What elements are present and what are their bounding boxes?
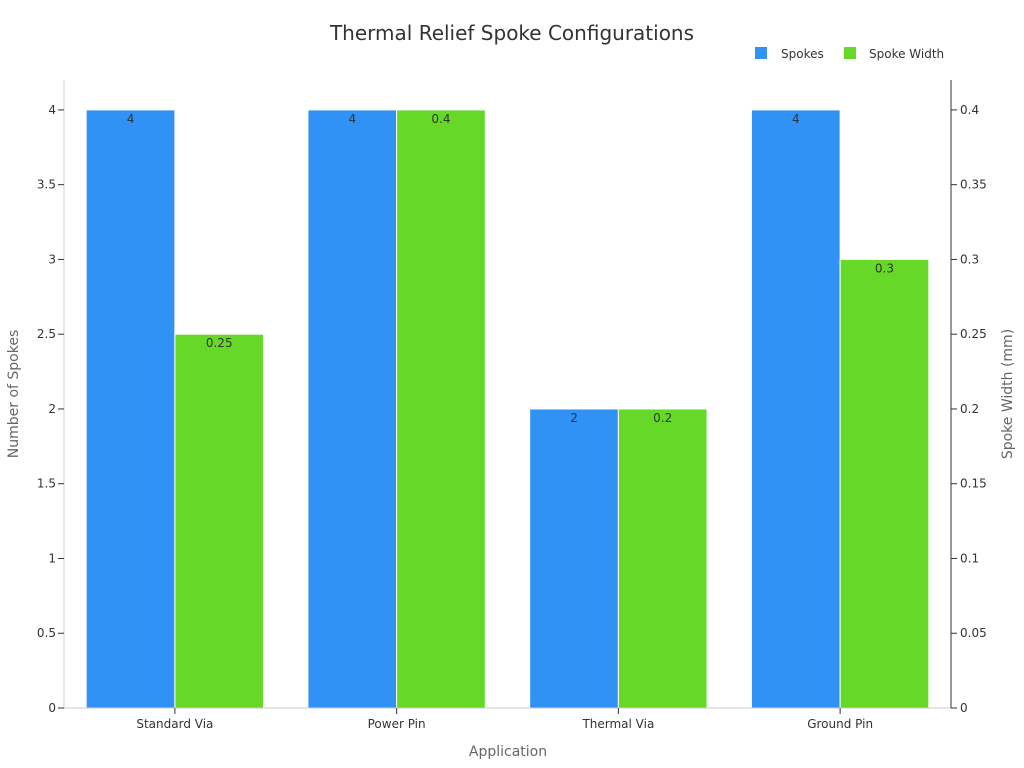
y2-tick-label: 0.15 [960, 477, 987, 491]
y-axis-right-title: Spoke Width (mm) [1000, 329, 1016, 459]
bar-spokes-2 [529, 408, 619, 709]
x-tick-label: Thermal Via [581, 717, 654, 731]
y2-tick-label: 0.1 [960, 551, 979, 565]
data-label-spokes-1: 4 [348, 112, 356, 126]
y2-tick-label: 0.35 [960, 178, 987, 192]
bar-spokes-0 [85, 109, 176, 709]
bar-spoke-width-2 [617, 408, 708, 709]
legend-swatch-spokes [755, 47, 767, 59]
y-tick-label: 2.5 [37, 327, 56, 341]
data-label-spoke-width-0: 0.25 [206, 336, 233, 350]
y-axis-right-ticks: 0 0.05 0.1 0.15 0.2 0.25 0.3 0.35 0.4 [951, 103, 987, 715]
y-tick-label: 3 [48, 252, 56, 266]
y-axis-left-title: Number of Spokes [6, 330, 22, 459]
plot-area: 4 0.25 4 0.4 2 0.2 4 0.3 [85, 109, 930, 709]
legend-label-spoke-width: Spoke Width [869, 47, 944, 61]
chart-title: Thermal Relief Spoke Configurations [329, 21, 694, 45]
y-tick-label: 2 [48, 402, 56, 416]
data-label-spokes-3: 4 [792, 112, 800, 126]
data-label-spokes-0: 4 [127, 112, 135, 126]
bar-spokes-3 [750, 109, 841, 709]
y-tick-label: 1 [48, 551, 56, 565]
legend-swatch-spoke-width [844, 47, 856, 59]
y-tick-label: 0.5 [37, 626, 56, 640]
x-axis-ticks: Standard Via Power Pin Thermal Via Ground P… [136, 708, 873, 731]
data-label-spoke-width-1: 0.4 [431, 112, 450, 126]
data-label-spokes-2: 2 [570, 411, 578, 425]
legend: Spokes Spoke Width [755, 47, 944, 61]
bar-spoke-width-3 [839, 258, 930, 709]
x-tick-label: Standard Via [136, 717, 213, 731]
y2-tick-label: 0.2 [960, 402, 979, 416]
x-tick-label: Ground Pin [807, 717, 873, 731]
x-axis-title: Application [469, 744, 547, 760]
y2-tick-label: 0 [960, 701, 968, 715]
data-label-spoke-width-3: 0.3 [875, 261, 894, 275]
y2-tick-label: 0.4 [960, 103, 979, 117]
bar-spoke-width-0 [174, 333, 265, 709]
bar-spokes-1 [307, 109, 398, 709]
legend-label-spokes: Spokes [781, 47, 824, 61]
y2-tick-label: 0.05 [960, 626, 987, 640]
y-tick-label: 4 [48, 103, 56, 117]
y2-tick-label: 0.25 [960, 327, 987, 341]
y-tick-label: 0 [48, 701, 56, 715]
x-tick-label: Power Pin [368, 717, 426, 731]
data-label-spoke-width-2: 0.2 [653, 411, 672, 425]
y-axis-left-ticks: 0 0.5 1 1.5 2 2.5 3 3.5 4 [37, 103, 64, 715]
y-tick-label: 3.5 [37, 178, 56, 192]
y2-tick-label: 0.3 [960, 252, 979, 266]
bar-spoke-width-1 [396, 109, 486, 709]
y-tick-label: 1.5 [37, 477, 56, 491]
